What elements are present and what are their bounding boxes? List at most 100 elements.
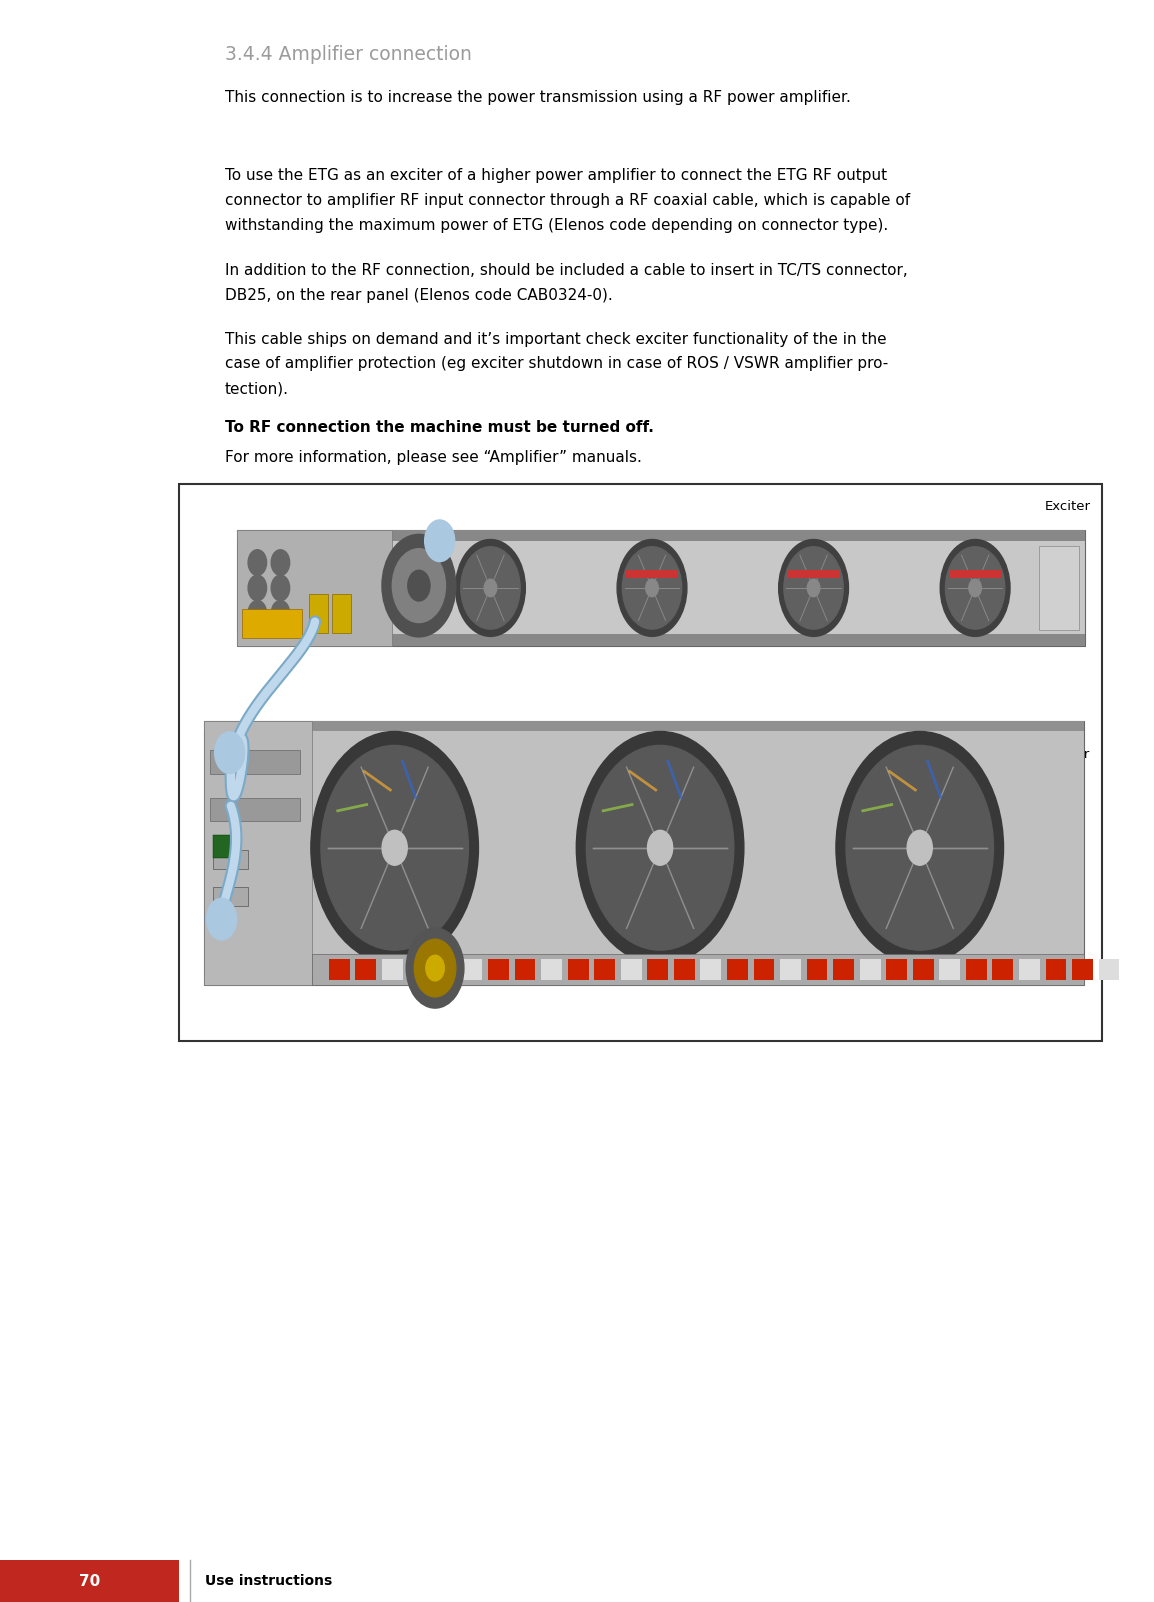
Bar bbox=[0, 1560, 179, 1602]
Bar bbox=[992, 960, 1013, 980]
Bar bbox=[332, 594, 351, 633]
Circle shape bbox=[207, 899, 237, 940]
Bar bbox=[1099, 960, 1119, 980]
Circle shape bbox=[835, 732, 1004, 964]
Text: In addition to the RF connection, should be included a cable to insert in TC/TS : In addition to the RF connection, should… bbox=[225, 263, 908, 277]
Text: To RF connection the machine must be turned off.: To RF connection the machine must be tur… bbox=[225, 420, 654, 434]
Bar bbox=[833, 960, 854, 980]
Bar bbox=[674, 960, 695, 980]
Text: CAB0324-0: CAB0324-0 bbox=[217, 740, 291, 753]
Circle shape bbox=[248, 575, 267, 601]
Text: case of amplifier protection (eg exciter shutdown in case of ROS / VSWR amplifie: case of amplifier protection (eg exciter… bbox=[225, 356, 889, 372]
Circle shape bbox=[586, 745, 734, 950]
Circle shape bbox=[407, 570, 430, 601]
Bar bbox=[210, 750, 300, 774]
Text: 3.4.4 Amplifier connection: 3.4.4 Amplifier connection bbox=[225, 45, 472, 64]
Bar bbox=[210, 798, 300, 822]
Bar bbox=[329, 960, 350, 980]
Bar bbox=[1039, 546, 1079, 630]
Bar bbox=[213, 888, 248, 907]
Bar bbox=[966, 960, 987, 980]
Circle shape bbox=[321, 745, 469, 950]
Bar bbox=[204, 721, 312, 985]
Circle shape bbox=[941, 540, 1010, 636]
Text: withstanding the maximum power of ETG (Elenos code depending on connector type).: withstanding the maximum power of ETG (E… bbox=[225, 218, 889, 232]
Bar bbox=[462, 960, 482, 980]
Circle shape bbox=[271, 575, 290, 601]
Text: connector to amplifier RF input connector through a RF coaxial cable, which is c: connector to amplifier RF input connecto… bbox=[225, 192, 911, 208]
Bar bbox=[204, 721, 1084, 731]
Bar bbox=[625, 570, 679, 578]
Text: DB25, on the rear panel (Elenos code CAB0324-0).: DB25, on the rear panel (Elenos code CAB… bbox=[225, 288, 613, 303]
Bar bbox=[727, 960, 748, 980]
Circle shape bbox=[808, 580, 819, 596]
Bar bbox=[754, 960, 774, 980]
Circle shape bbox=[485, 580, 496, 596]
Bar bbox=[860, 960, 881, 980]
Circle shape bbox=[392, 549, 445, 623]
Bar bbox=[488, 960, 509, 980]
Circle shape bbox=[456, 540, 525, 636]
Bar bbox=[312, 953, 1084, 985]
Text: 70: 70 bbox=[78, 1573, 100, 1589]
Bar bbox=[382, 960, 403, 980]
Bar bbox=[939, 960, 960, 980]
Circle shape bbox=[215, 732, 245, 774]
Bar bbox=[1072, 960, 1093, 980]
Bar bbox=[886, 960, 907, 980]
Bar bbox=[204, 721, 1084, 985]
Text: Exciter: Exciter bbox=[1044, 500, 1091, 513]
Circle shape bbox=[460, 546, 520, 630]
Circle shape bbox=[426, 955, 444, 980]
Bar bbox=[242, 609, 302, 638]
Circle shape bbox=[426, 522, 454, 561]
Circle shape bbox=[646, 580, 658, 596]
Circle shape bbox=[846, 745, 994, 950]
Circle shape bbox=[779, 540, 848, 636]
Bar bbox=[541, 960, 562, 980]
Bar bbox=[435, 960, 456, 980]
Bar bbox=[409, 960, 429, 980]
Bar bbox=[913, 960, 934, 980]
Bar bbox=[621, 960, 642, 980]
Circle shape bbox=[617, 540, 687, 636]
Circle shape bbox=[271, 549, 290, 575]
Circle shape bbox=[248, 601, 267, 626]
Bar bbox=[309, 594, 328, 633]
Bar bbox=[179, 484, 1102, 1041]
Circle shape bbox=[647, 830, 673, 865]
Circle shape bbox=[248, 549, 267, 575]
Bar bbox=[568, 960, 589, 980]
Bar bbox=[780, 960, 801, 980]
Circle shape bbox=[406, 928, 464, 1008]
Bar bbox=[355, 960, 376, 980]
Bar bbox=[594, 960, 615, 980]
Circle shape bbox=[216, 734, 243, 772]
Circle shape bbox=[310, 732, 479, 964]
Circle shape bbox=[969, 580, 981, 596]
Text: To use the ETG as an exciter of a higher power amplifier to connect the ETG RF o: To use the ETG as an exciter of a higher… bbox=[225, 168, 887, 183]
Circle shape bbox=[622, 546, 682, 630]
Bar bbox=[213, 851, 248, 868]
Bar bbox=[237, 530, 1085, 541]
Circle shape bbox=[382, 830, 407, 865]
Circle shape bbox=[907, 830, 932, 865]
Bar bbox=[237, 634, 1085, 646]
Bar bbox=[700, 960, 721, 980]
Bar bbox=[213, 835, 239, 859]
Bar bbox=[807, 960, 827, 980]
Circle shape bbox=[425, 521, 455, 562]
Circle shape bbox=[382, 535, 456, 638]
Circle shape bbox=[784, 546, 844, 630]
Text: Use instructions: Use instructions bbox=[205, 1575, 332, 1588]
Text: This connection is to increase the power transmission using a RF power amplifier: This connection is to increase the power… bbox=[225, 90, 850, 104]
Circle shape bbox=[414, 939, 456, 996]
Bar bbox=[1046, 960, 1066, 980]
Bar bbox=[1019, 960, 1040, 980]
Bar bbox=[204, 976, 1084, 985]
Bar bbox=[647, 960, 668, 980]
Bar bbox=[949, 570, 1002, 578]
Circle shape bbox=[945, 546, 1005, 630]
Text: For more information, please see “Amplifier” manuals.: For more information, please see “Amplif… bbox=[225, 450, 642, 465]
Bar bbox=[515, 960, 535, 980]
